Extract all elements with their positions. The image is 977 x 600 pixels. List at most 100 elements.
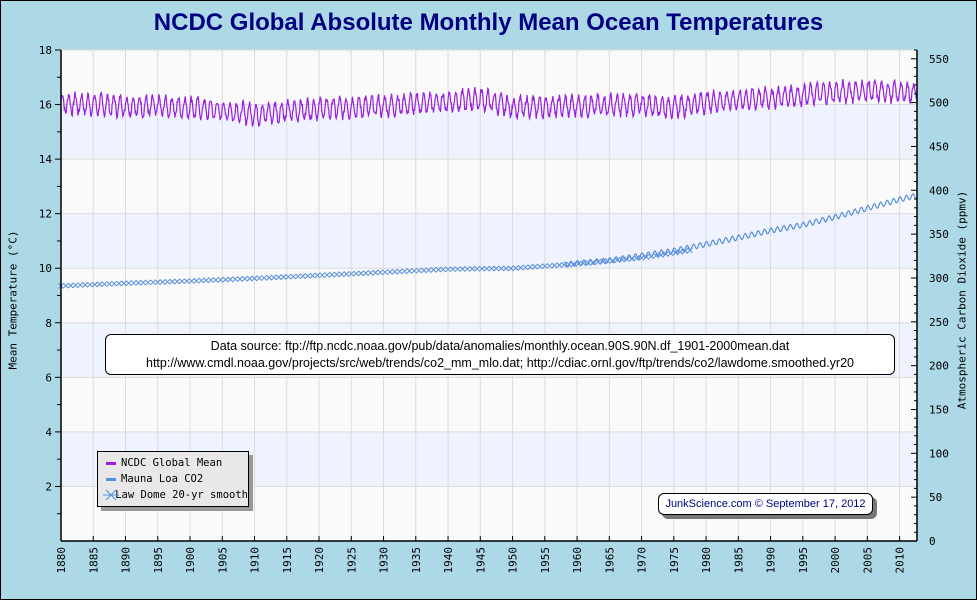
law-dome-marker — [464, 266, 471, 272]
law-dome-marker — [372, 269, 379, 276]
law-dome-marker — [222, 276, 229, 283]
law-dome-marker — [454, 266, 461, 272]
law-dome-marker — [532, 263, 538, 270]
law-dome-marker — [314, 272, 321, 279]
x-tick-label: 1990 — [765, 547, 778, 574]
law-dome-marker — [537, 263, 543, 270]
x-tick-label: 1935 — [410, 547, 423, 574]
law-dome-marker — [130, 280, 137, 286]
law-dome-marker — [488, 265, 495, 272]
y-tick-label-left: 12 — [39, 208, 52, 221]
legend-label: Law Dome 20-yr smooth — [115, 489, 248, 501]
law-dome-marker — [503, 265, 509, 272]
law-dome-marker — [295, 273, 301, 280]
y-tick-label-left: 4 — [45, 426, 52, 439]
x-tick-label: 1885 — [87, 547, 100, 574]
law-dome-marker — [101, 281, 108, 287]
y-tick-label-right: 150 — [929, 403, 949, 416]
law-dome-marker — [150, 279, 156, 286]
x-tick-label: 1985 — [732, 547, 745, 574]
law-dome-marker — [493, 265, 500, 272]
law-dome-marker — [266, 274, 272, 281]
law-dome-marker — [183, 278, 190, 284]
law-dome-marker — [411, 267, 418, 274]
law-dome-marker — [121, 280, 127, 287]
law-dome-marker — [483, 265, 490, 272]
law-dome-marker — [329, 271, 335, 278]
data-source-annotation: Data source: ftp://ftp.ncdc.noaa.gov/pub… — [105, 334, 895, 375]
law-dome-marker — [179, 278, 185, 285]
law-dome-marker — [241, 275, 248, 282]
x-tick-label: 2000 — [829, 547, 842, 574]
plot-band — [61, 104, 917, 160]
y-tick-label-right: 0 — [929, 535, 936, 548]
x-tick-label: 1970 — [636, 547, 649, 574]
law-dome-marker — [145, 279, 151, 286]
law-dome-marker — [387, 269, 393, 275]
legend-swatch-blue-line-icon — [103, 474, 119, 484]
y-tick-label-right: 350 — [929, 228, 949, 241]
y-tick-label-left: 2 — [45, 480, 52, 493]
law-dome-marker — [116, 280, 122, 287]
legend-label: Mauna Loa CO2 — [121, 473, 204, 485]
y-tick-label-right: 500 — [929, 97, 949, 110]
law-dome-marker — [420, 267, 427, 274]
law-dome-marker — [324, 272, 330, 278]
law-dome-marker — [271, 274, 277, 281]
law-dome-marker — [125, 280, 132, 286]
legend-item-mauna-loa: Mauna Loa CO2 — [98, 471, 248, 487]
law-dome-marker — [212, 277, 219, 283]
law-dome-marker — [203, 277, 209, 284]
law-dome-marker — [653, 252, 659, 259]
law-dome-marker — [416, 267, 422, 274]
y-tick-label-left: 8 — [45, 317, 52, 330]
law-dome-marker — [159, 279, 166, 285]
law-dome-marker — [62, 282, 69, 289]
source-line-1: Data source: ftp://ftp.ncdc.noaa.gov/pub… — [210, 339, 790, 353]
credit-annotation: JunkScience.com © September 17, 2012 — [658, 493, 873, 515]
law-dome-marker — [546, 262, 553, 269]
law-dome-marker — [319, 272, 326, 279]
y-tick-label-left: 10 — [39, 262, 52, 275]
law-dome-marker — [377, 269, 384, 276]
x-tick-label: 1955 — [539, 547, 552, 574]
series-mauna-loa-co2 — [563, 193, 918, 268]
law-dome-marker — [362, 270, 369, 276]
legend-label: NCDC Global Mean — [121, 457, 223, 469]
law-dome-marker — [425, 267, 432, 273]
x-tick-label: 1915 — [281, 547, 294, 574]
law-dome-marker — [672, 249, 679, 256]
x-tick-label: 1925 — [345, 547, 358, 574]
law-dome-marker — [285, 273, 292, 280]
x-tick-label: 1890 — [120, 547, 133, 574]
law-dome-marker — [237, 276, 243, 282]
law-dome-marker — [406, 268, 413, 274]
law-dome-marker — [556, 262, 563, 268]
y-tick-label-right: 300 — [929, 272, 949, 285]
law-dome-marker — [261, 275, 268, 281]
law-dome-marker — [208, 277, 214, 284]
law-dome-marker — [169, 278, 176, 285]
law-dome-marker — [290, 273, 297, 280]
law-dome-marker — [251, 275, 258, 282]
y-tick-label-right: 100 — [929, 447, 949, 460]
x-tick-label: 1905 — [216, 547, 229, 574]
law-dome-marker — [246, 275, 253, 282]
law-dome-marker — [217, 276, 224, 283]
law-dome-marker — [333, 271, 340, 278]
law-dome-marker — [474, 265, 480, 272]
legend-item-law-dome: Law Dome 20-yr smooth — [98, 487, 248, 503]
x-tick-label: 2005 — [861, 547, 874, 574]
x-tick-label: 1960 — [571, 547, 584, 574]
law-dome-marker — [358, 270, 364, 277]
law-dome-marker — [348, 270, 355, 277]
x-tick-label: 1980 — [700, 547, 713, 574]
law-dome-marker — [67, 282, 74, 289]
x-tick-label: 1920 — [313, 547, 326, 574]
law-dome-marker — [382, 269, 388, 276]
law-dome-marker — [111, 280, 118, 287]
x-tick-label: 1895 — [152, 547, 165, 574]
law-dome-marker — [92, 281, 98, 288]
y-tick-label-left: 18 — [39, 44, 52, 57]
source-line-2: http://www.cmdl.noaa.gov/projects/src/we… — [146, 356, 854, 370]
